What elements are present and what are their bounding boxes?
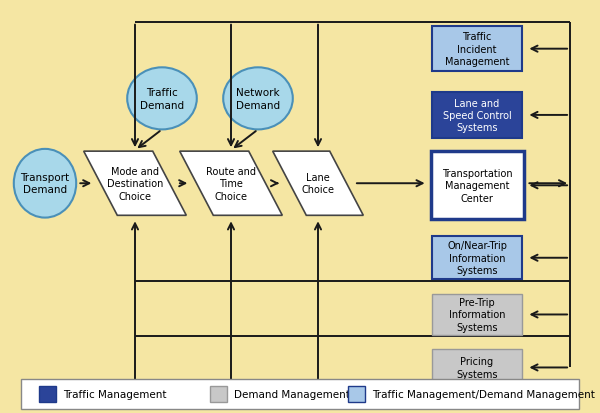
Polygon shape <box>272 152 364 216</box>
FancyBboxPatch shape <box>431 152 523 220</box>
Text: On/Near-Trip
Information
Systems: On/Near-Trip Information Systems <box>447 241 507 275</box>
Text: Pricing
Systems: Pricing Systems <box>456 356 498 379</box>
FancyBboxPatch shape <box>210 386 227 402</box>
FancyBboxPatch shape <box>432 349 522 386</box>
Ellipse shape <box>223 68 293 130</box>
Text: Network
Demand: Network Demand <box>236 88 280 110</box>
Polygon shape <box>84 152 187 216</box>
Text: Transport
Demand: Transport Demand <box>20 173 70 195</box>
Text: Traffic Management/Demand Management: Traffic Management/Demand Management <box>372 389 595 399</box>
Text: Route and
Time
Choice: Route and Time Choice <box>206 166 256 201</box>
FancyBboxPatch shape <box>348 386 365 402</box>
Text: Pre-Trip
Information
Systems: Pre-Trip Information Systems <box>449 297 505 332</box>
FancyBboxPatch shape <box>21 379 579 409</box>
Ellipse shape <box>127 68 197 130</box>
FancyBboxPatch shape <box>39 386 56 402</box>
FancyBboxPatch shape <box>432 294 522 335</box>
Polygon shape <box>180 152 283 216</box>
Text: Mode and
Destination
Choice: Mode and Destination Choice <box>107 166 163 201</box>
FancyBboxPatch shape <box>432 236 522 280</box>
Text: Transportation
Management
Center: Transportation Management Center <box>442 169 512 203</box>
Text: Demand Management: Demand Management <box>234 389 350 399</box>
Text: Traffic Management: Traffic Management <box>63 389 167 399</box>
Ellipse shape <box>14 150 76 218</box>
Text: Traffic
Incident
Management: Traffic Incident Management <box>445 32 509 67</box>
Text: Lane
Choice: Lane Choice <box>302 173 335 195</box>
FancyBboxPatch shape <box>432 27 522 72</box>
FancyBboxPatch shape <box>432 93 522 138</box>
Text: Traffic
Demand: Traffic Demand <box>140 88 184 110</box>
Text: Lane and
Speed Control
Systems: Lane and Speed Control Systems <box>443 98 511 133</box>
